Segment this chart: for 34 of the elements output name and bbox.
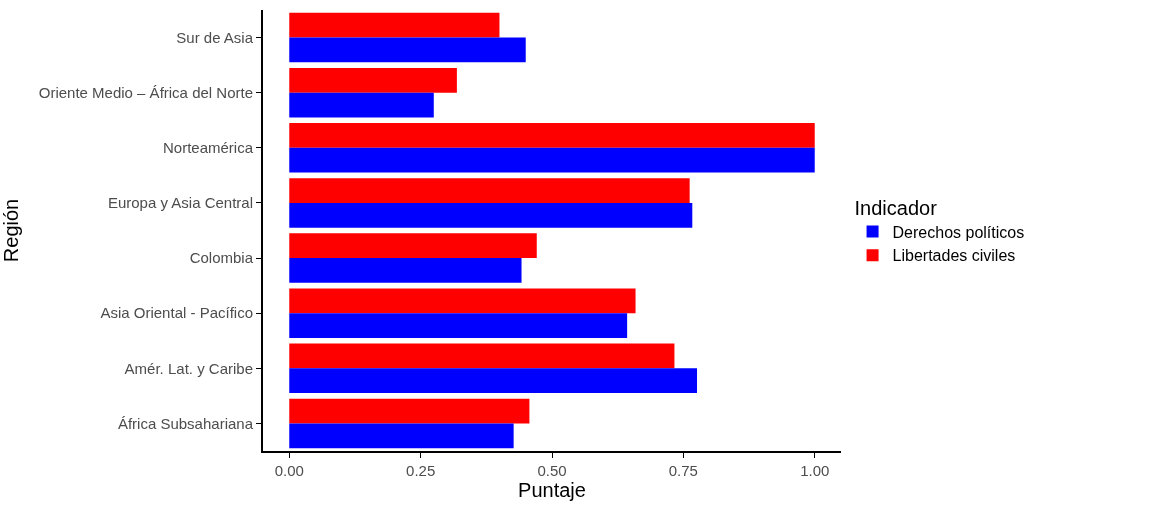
bar bbox=[289, 178, 690, 203]
bar bbox=[289, 147, 815, 173]
bar bbox=[289, 92, 434, 118]
y-tick-label: África Subsahariana bbox=[117, 414, 254, 432]
bar bbox=[289, 368, 698, 394]
legend-label: Derechos políticos bbox=[892, 223, 1025, 241]
x-tick-label: 0.00 bbox=[274, 462, 304, 479]
legend-title: Indicador bbox=[854, 196, 938, 219]
bar bbox=[289, 37, 526, 63]
bar bbox=[289, 398, 530, 424]
bar bbox=[289, 233, 537, 259]
x-tick-label: 0.50 bbox=[537, 462, 567, 479]
y-tick-label: Colombia bbox=[189, 249, 254, 267]
bar bbox=[289, 67, 457, 93]
legend-label: Libertades civiles bbox=[892, 247, 1016, 265]
x-axis-title: Puntaje bbox=[518, 479, 586, 501]
bar bbox=[289, 343, 675, 369]
y-tick-label: Norteamérica bbox=[162, 139, 254, 157]
bar bbox=[289, 288, 636, 314]
bar bbox=[289, 202, 693, 228]
x-tick-label: 0.75 bbox=[668, 462, 698, 479]
x-tick-label: 1.00 bbox=[800, 462, 830, 479]
y-tick-label: Oriente Medio – África del Norte bbox=[38, 83, 253, 101]
x-tick-label: 0.25 bbox=[406, 462, 436, 479]
bar bbox=[289, 313, 628, 338]
y-tick-label: Amér. Lat. y Caribe bbox=[124, 359, 253, 377]
bar bbox=[289, 258, 522, 283]
y-axis-title: Región bbox=[0, 198, 22, 263]
y-tick-label: Sur de Asia bbox=[176, 28, 254, 46]
bar bbox=[289, 423, 514, 449]
y-tick-label: Europa y Asia Central bbox=[107, 194, 253, 212]
y-tick-label: Asia Oriental - Pacífico bbox=[100, 304, 253, 322]
bar bbox=[289, 123, 815, 148]
bar bbox=[289, 12, 500, 38]
